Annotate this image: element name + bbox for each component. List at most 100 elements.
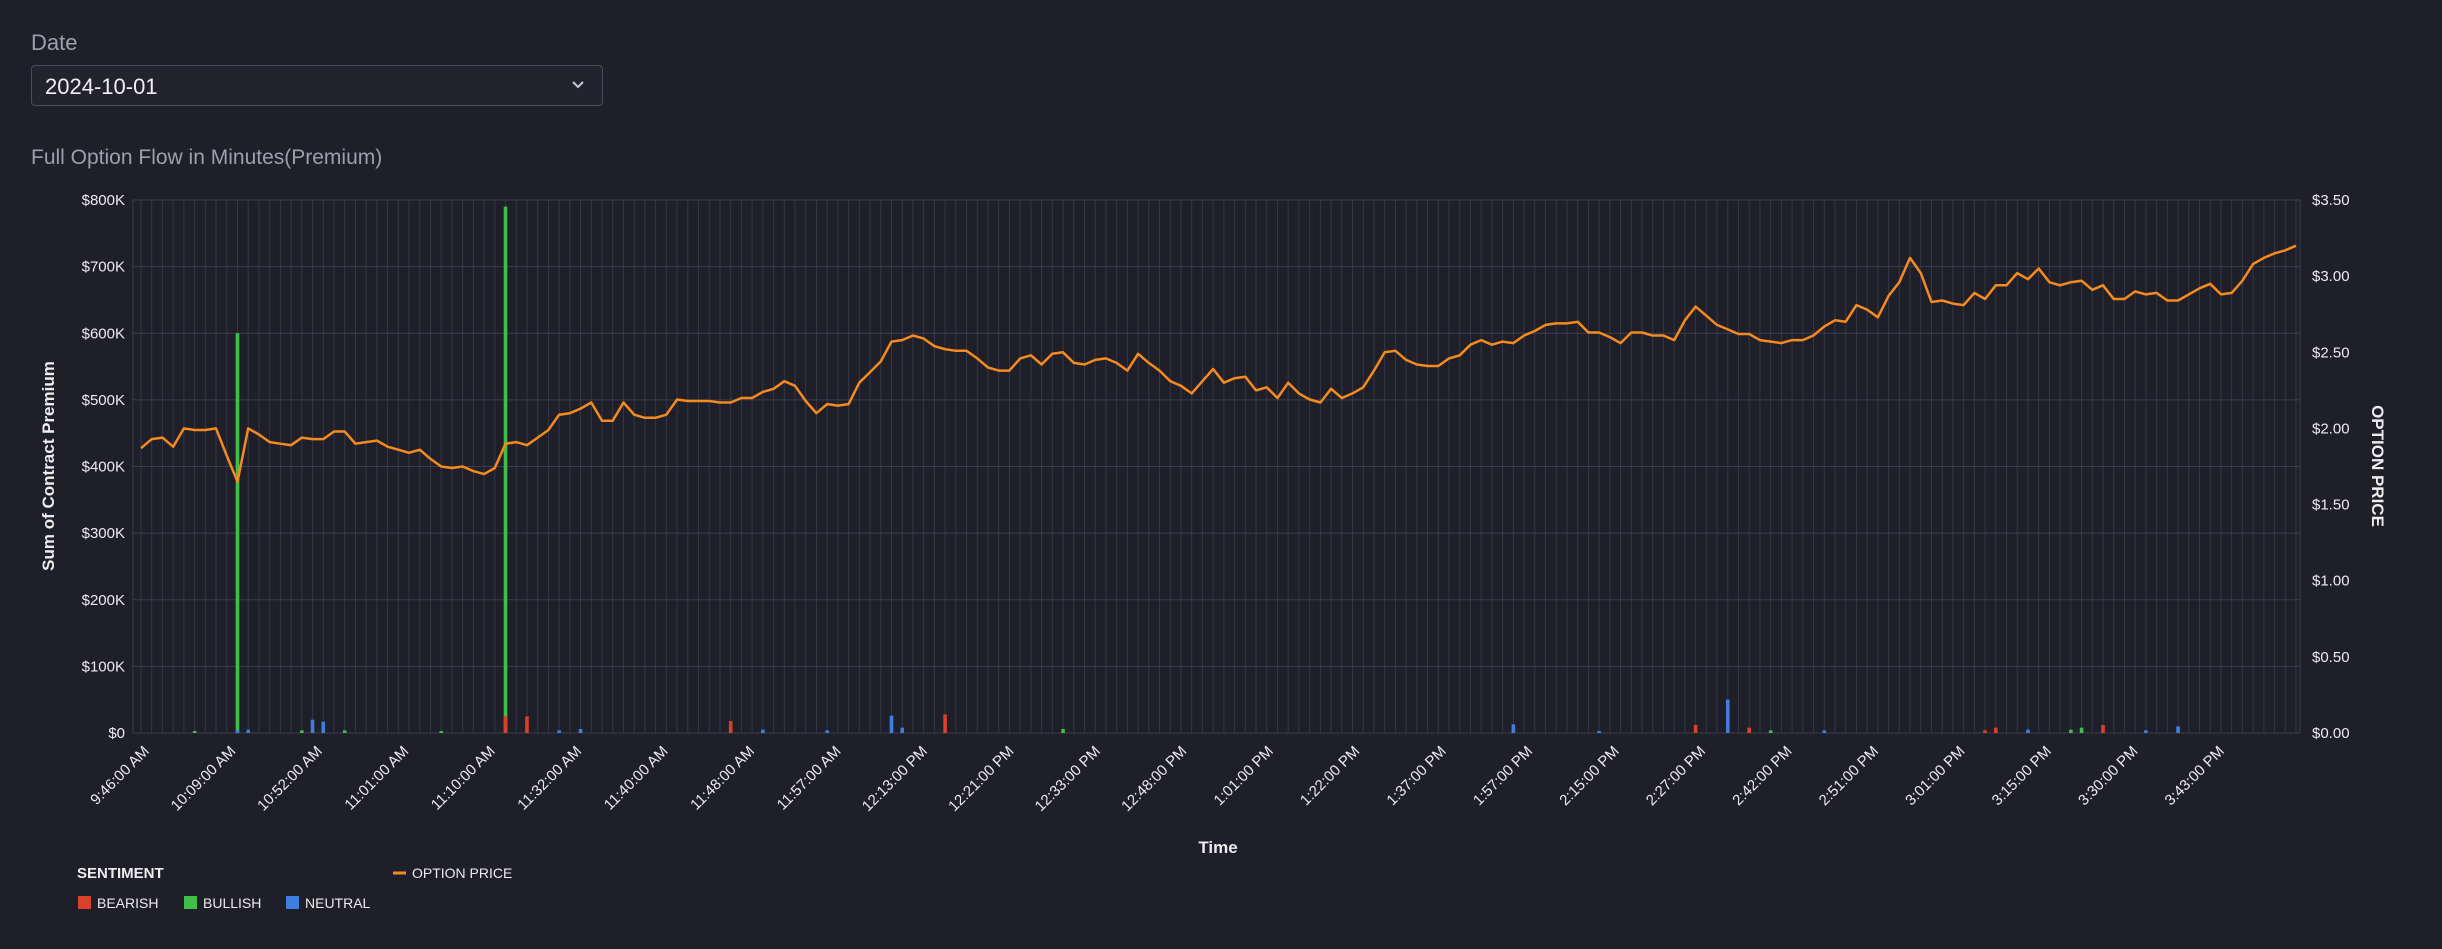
bar-bullish	[2079, 727, 2084, 733]
y-tick-label: $300K	[82, 525, 125, 542]
y-tick-label: $0	[108, 725, 125, 742]
option-price-line	[140, 244, 2297, 483]
x-tick-label: 3:43:00 PM	[2162, 743, 2228, 809]
premium-bars	[192, 206, 2180, 734]
x-tick-label: 1:01:00 PM	[1211, 743, 1277, 809]
y-tick-label: $700K	[82, 259, 125, 276]
y-axis-title: Sum of Contract Premium	[39, 361, 58, 571]
bar-bearish	[943, 714, 947, 733]
y-tick-label: $100K	[82, 658, 125, 675]
bar-neutral	[825, 730, 829, 733]
bar-neutral	[1822, 730, 1827, 733]
y2-tick-label: $2.00	[2312, 420, 2350, 437]
y-tick-label: $800K	[82, 192, 125, 209]
bar-bearish	[1747, 727, 1752, 733]
legend-swatch-bearish	[78, 896, 91, 909]
x-tick-label: 1:57:00 PM	[1470, 743, 1536, 809]
bar-neutral	[1511, 724, 1516, 733]
x-tick-label: 2:15:00 PM	[1556, 743, 1622, 809]
legend-sentiment-title: SENTIMENT	[77, 865, 164, 882]
y2-tick-label: $3.50	[2312, 192, 2350, 209]
bar-bearish	[1693, 725, 1698, 733]
bar-neutral	[900, 727, 905, 733]
x-tick-label: 10:09:00 AM	[168, 743, 240, 815]
bar-bearish	[1994, 727, 1998, 733]
x-tick-label: 10:52:00 AM	[254, 743, 326, 815]
x-tick-label: 9:46:00 AM	[87, 743, 153, 809]
x-tick-label: 11:48:00 AM	[687, 743, 758, 814]
date-select-value: 2024-10-01	[45, 74, 158, 99]
y2-tick-label: $2.50	[2312, 344, 2350, 361]
bar-bearish	[503, 716, 508, 733]
date-filter-label: Date	[31, 30, 78, 55]
bar-bullish	[192, 731, 197, 733]
x-tick-label: 12:21:00 PM	[945, 743, 1017, 815]
x-tick-label: 3:01:00 PM	[1902, 743, 1968, 809]
y2-tick-label: $1.00	[2312, 573, 2350, 590]
bar-neutral	[2176, 726, 2180, 733]
x-tick-label: 12:48:00 PM	[1118, 743, 1190, 815]
y-tick-label: $600K	[82, 325, 125, 342]
legend-swatch-bullish	[184, 896, 197, 909]
bar-bearish	[2101, 725, 2105, 733]
bar-bullish	[1061, 729, 1065, 733]
x-tick-label: 1:37:00 PM	[1383, 743, 1449, 809]
x-tick-label: 11:10:00 AM	[428, 743, 499, 814]
x-tick-label: 3:15:00 PM	[1989, 743, 2055, 809]
y2-tick-label: $0.00	[2312, 725, 2350, 742]
x-axis-title: Time	[1198, 838, 1237, 857]
bar-neutral	[889, 715, 894, 733]
x-tick-label: 12:33:00 PM	[1032, 743, 1104, 815]
chart-legend: SENTIMENT BEARISH BULLISH NEUTRAL OPTION…	[77, 865, 512, 911]
chevron-down-icon	[572, 81, 584, 89]
bar-neutral	[235, 730, 240, 733]
x-tick-label: 11:32:00 AM	[514, 743, 585, 814]
bar-neutral	[1725, 699, 1730, 733]
legend-swatch-neutral	[286, 896, 299, 909]
bar-bullish	[1768, 730, 1773, 733]
bar-neutral	[1597, 731, 1601, 733]
bar-neutral	[2026, 729, 2030, 733]
y-tick-label: $500K	[82, 392, 125, 409]
y-tick-label: $400K	[82, 459, 125, 476]
y2-axis-ticks: $0.00 $0.50 $1.00 $1.50 $2.00 $2.50 $3.00 $3.50	[2312, 192, 2350, 742]
bar-neutral	[310, 719, 315, 733]
date-select[interactable]: 2024-10-01	[31, 65, 603, 106]
y2-tick-label: $3.00	[2312, 268, 2350, 285]
bar-bullish	[235, 333, 240, 733]
chart-title: Full Option Flow in Minutes(Premium)	[31, 146, 383, 169]
bar-bullish	[439, 731, 443, 733]
x-axis-ticks: 9:46:00 AM 10:09:00 AM 10:52:00 AM 11:01:00…	[87, 743, 2228, 815]
bar-neutral	[578, 729, 583, 733]
y2-tick-label: $0.50	[2312, 649, 2350, 666]
bar-neutral	[557, 730, 561, 733]
y2-tick-label: $1.50	[2312, 497, 2350, 514]
bar-neutral	[321, 721, 326, 733]
x-tick-label: 3:30:00 PM	[2075, 743, 2141, 809]
x-tick-label: 11:57:00 AM	[774, 743, 845, 814]
x-tick-label: 2:27:00 PM	[1643, 743, 1709, 809]
bar-bullish	[342, 730, 347, 733]
bar-bullish	[300, 730, 304, 733]
bar-bearish	[525, 716, 529, 733]
bar-neutral	[246, 729, 251, 733]
x-tick-label: 1:22:00 PM	[1297, 743, 1363, 809]
x-tick-label: 2:42:00 PM	[1729, 743, 1795, 809]
bar-bearish	[728, 721, 733, 733]
y-axis-ticks: $0 $100K $200K $300K $400K $500K $600K $700K $80…	[82, 192, 125, 742]
bar-neutral	[761, 729, 765, 733]
x-tick-label: 2:51:00 PM	[1816, 743, 1882, 809]
bar-bearish	[1983, 730, 1987, 733]
y2-axis-title: OPTION PRICE	[2368, 405, 2387, 527]
legend-label-neutral: NEUTRAL	[305, 895, 371, 911]
y-tick-label: $200K	[82, 592, 125, 609]
bar-bullish	[2069, 729, 2073, 733]
bar-bullish	[503, 206, 508, 734]
legend-label-bullish: BULLISH	[203, 895, 261, 911]
x-tick-label: 12:13:00 PM	[859, 743, 931, 815]
bar-neutral	[2144, 730, 2148, 733]
legend-label-option-price: OPTION PRICE	[412, 865, 512, 881]
x-tick-label: 11:01:00 AM	[341, 743, 412, 814]
x-tick-label: 11:40:00 AM	[601, 743, 672, 814]
